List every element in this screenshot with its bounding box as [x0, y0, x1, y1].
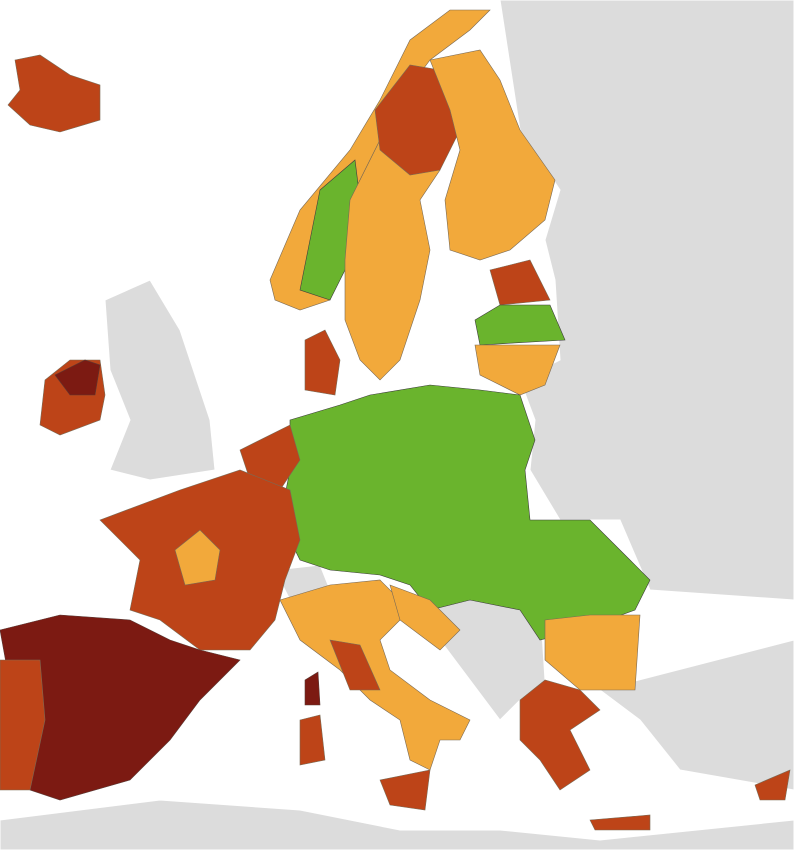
- region-croatia: [389, 584, 461, 651]
- region-central: [279, 384, 651, 641]
- region-ireland-north: [54, 359, 101, 396]
- region-bulgaria: [544, 614, 641, 691]
- region-finland: [429, 49, 556, 261]
- region-lithuania: [474, 344, 561, 396]
- non-eu-uk: [104, 279, 216, 481]
- non-eu-east: [499, 0, 794, 601]
- non-eu-africa: [0, 799, 794, 850]
- region-greece: [519, 679, 601, 791]
- region-corsica: [304, 671, 321, 706]
- non-eu-turkey: [598, 639, 794, 791]
- region-sardinia: [299, 714, 326, 766]
- region-latvia: [474, 304, 566, 346]
- region-estonia: [489, 259, 551, 306]
- region-portugal: [0, 659, 46, 791]
- region-sweden-north: [374, 64, 461, 176]
- region-italy-red: [329, 639, 381, 691]
- region-crete: [589, 814, 651, 831]
- region-iceland: [7, 54, 101, 133]
- region-denmark: [304, 329, 341, 396]
- region-france-center: [174, 529, 221, 586]
- region-cyprus: [754, 769, 791, 801]
- region-sicily: [379, 769, 431, 811]
